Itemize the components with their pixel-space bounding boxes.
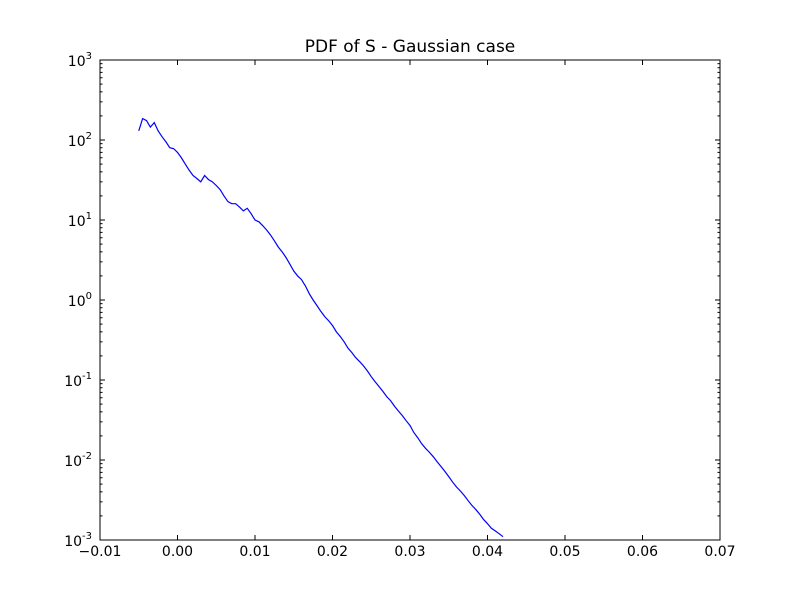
y-tick-exponent: -1 <box>82 371 92 382</box>
x-tick-label: 0.04 <box>472 544 503 560</box>
y-tick-exponent: -2 <box>82 451 92 462</box>
y-tick-label: 100 <box>68 291 92 310</box>
x-tick-label: 0.03 <box>394 544 425 560</box>
y-tick-exponent: 2 <box>86 131 92 142</box>
line-layer <box>138 117 504 538</box>
y-tick-base: 10 <box>68 134 86 150</box>
y-tick-label: 102 <box>68 131 92 150</box>
x-tick-label: 0.02 <box>317 544 348 560</box>
y-tick-exponent: 3 <box>86 51 92 62</box>
y-tick-base: 10 <box>64 374 82 390</box>
x-tick-label: 0.06 <box>627 544 658 560</box>
y-tick-label: 10-2 <box>64 451 92 470</box>
chart-title: PDF of S - Gaussian case <box>305 37 516 57</box>
series-line-0 <box>138 117 504 538</box>
x-tick-label: 0.00 <box>162 544 193 560</box>
y-tick-label: 101 <box>68 211 92 230</box>
y-tick-base: 10 <box>68 214 86 230</box>
y-tick-base: 10 <box>68 54 86 70</box>
y-tick-base: 10 <box>64 454 82 470</box>
y-tick-exponent: 0 <box>86 291 92 302</box>
y-tick-exponent: -3 <box>82 531 92 542</box>
y-tick-label: 103 <box>68 51 92 70</box>
x-tick-label: −0.01 <box>79 544 122 560</box>
y-tick-label: 10-1 <box>64 371 92 390</box>
y-tick-base: 10 <box>68 294 86 310</box>
x-tick-label: 0.07 <box>704 544 735 560</box>
x-tick-label: 0.05 <box>549 544 580 560</box>
y-tick-base: 10 <box>64 534 82 550</box>
x-axis-ticks: −0.01 0.00 0.01 0.02 0.03 0.04 0.05 0.06 0.07 <box>79 60 736 560</box>
x-tick-label: 0.01 <box>239 544 270 560</box>
y-tick-exponent: 1 <box>86 211 92 222</box>
y-tick-label: 10-3 <box>64 531 92 550</box>
